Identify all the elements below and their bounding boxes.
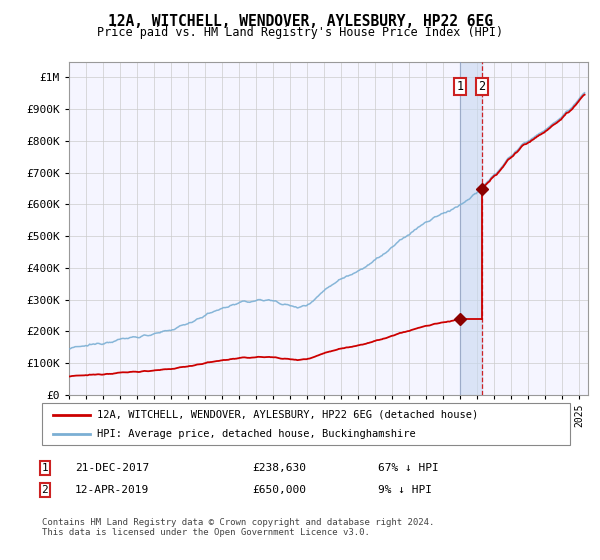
FancyBboxPatch shape [42, 403, 570, 445]
Text: 21-DEC-2017: 21-DEC-2017 [75, 463, 149, 473]
Bar [460, 62, 482, 395]
Text: £238,630: £238,630 [252, 463, 306, 473]
Text: 2: 2 [41, 485, 49, 495]
Text: 12A, WITCHELL, WENDOVER, AYLESBURY, HP22 6EG: 12A, WITCHELL, WENDOVER, AYLESBURY, HP22… [107, 14, 493, 29]
Text: 9% ↓ HPI: 9% ↓ HPI [378, 485, 432, 495]
Text: 2: 2 [479, 80, 486, 93]
Text: 67% ↓ HPI: 67% ↓ HPI [378, 463, 439, 473]
Text: 1: 1 [457, 80, 463, 93]
Text: 1: 1 [41, 463, 49, 473]
Text: £650,000: £650,000 [252, 485, 306, 495]
Text: Price paid vs. HM Land Registry's House Price Index (HPI): Price paid vs. HM Land Registry's House … [97, 26, 503, 39]
Text: 12A, WITCHELL, WENDOVER, AYLESBURY, HP22 6EG (detached house): 12A, WITCHELL, WENDOVER, AYLESBURY, HP22… [97, 409, 479, 419]
Text: 12-APR-2019: 12-APR-2019 [75, 485, 149, 495]
Text: Contains HM Land Registry data © Crown copyright and database right 2024.
This d: Contains HM Land Registry data © Crown c… [42, 518, 434, 538]
Text: HPI: Average price, detached house, Buckinghamshire: HPI: Average price, detached house, Buck… [97, 429, 416, 439]
